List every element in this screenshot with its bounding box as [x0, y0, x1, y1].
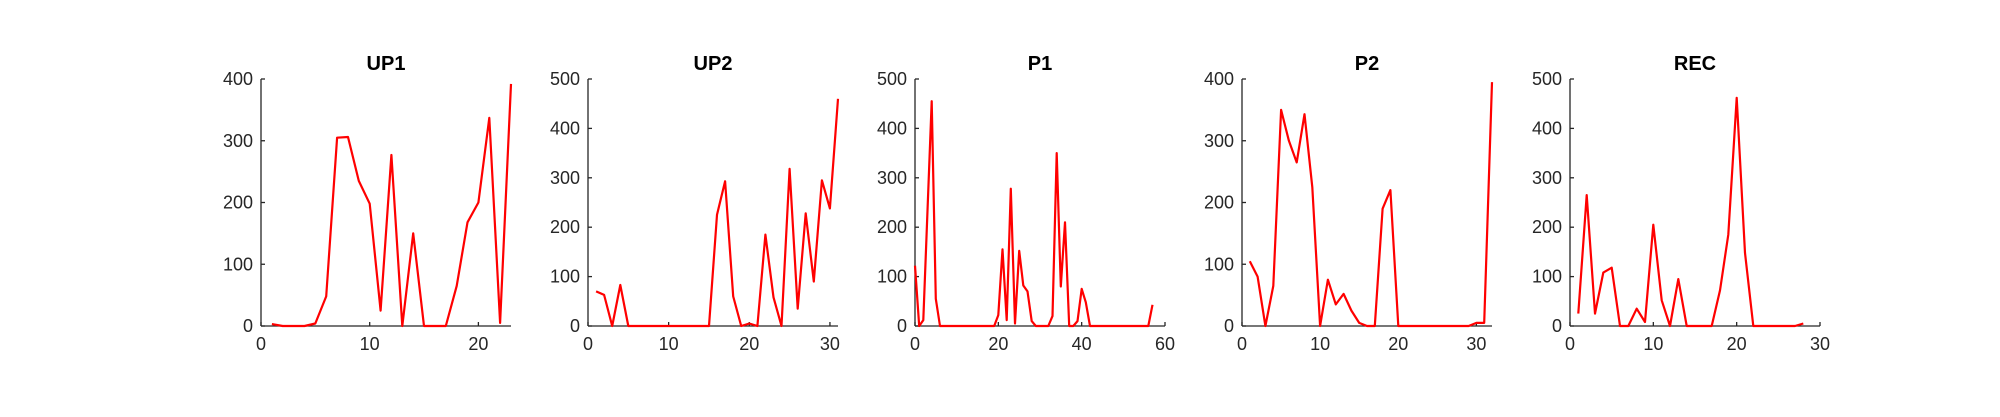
x-tick-label: 20	[1388, 334, 1408, 354]
y-tick-label: 400	[223, 69, 253, 89]
x-tick-label: 30	[1466, 334, 1486, 354]
y-tick-label: 300	[550, 168, 580, 188]
y-tick-label: 500	[877, 69, 907, 89]
chart-title: REC	[1674, 53, 1716, 75]
y-tick-label: 500	[550, 69, 580, 89]
x-tick-label: 0	[256, 334, 266, 354]
x-tick-label: 0	[583, 334, 593, 354]
y-tick-label: 100	[223, 254, 253, 274]
y-tick-label: 200	[1532, 217, 1562, 237]
y-tick-label: 300	[223, 131, 253, 151]
y-tick-label: 400	[550, 118, 580, 138]
y-tick-label: 200	[877, 217, 907, 237]
y-tick-label: 400	[1532, 118, 1562, 138]
y-tick-label: 200	[223, 193, 253, 213]
x-tick-label: 10	[360, 334, 380, 354]
y-tick-label: 100	[550, 267, 580, 287]
y-tick-label: 0	[897, 316, 907, 336]
y-tick-label: 0	[570, 316, 580, 336]
chart-title: UP1	[367, 53, 406, 75]
x-tick-label: 10	[1310, 334, 1330, 354]
y-tick-label: 500	[1532, 69, 1562, 89]
y-tick-label: 0	[243, 316, 253, 336]
y-tick-label: 100	[877, 267, 907, 287]
x-tick-label: 60	[1155, 334, 1175, 354]
x-tick-label: 10	[1643, 334, 1663, 354]
x-tick-label: 0	[910, 334, 920, 354]
series-line-0	[595, 98, 840, 328]
chart-panel-p2: P2 0 100 200 300 400 0 10 20 30	[1204, 53, 1494, 354]
y-tick-label: 0	[1224, 316, 1234, 336]
chart-panel-rec: REC 0 100 200 300 400 500 0 10 20 30	[1532, 53, 1830, 354]
x-tick-label: 20	[468, 334, 488, 354]
y-tick-label: 200	[1204, 193, 1234, 213]
chart-title: UP2	[694, 53, 733, 75]
x-tick-label: 20	[739, 334, 759, 354]
chart-panel-p1: P1 0 100 200 300 400 500 0 20 40 60	[877, 53, 1175, 354]
x-tick-label: 10	[659, 334, 679, 354]
y-tick-label: 300	[1204, 131, 1234, 151]
chart-panel-up1: UP1 0 100 200 300 400 0 10 20	[223, 53, 513, 354]
x-tick-label: 0	[1237, 334, 1247, 354]
x-tick-label: 30	[1810, 334, 1830, 354]
series-line-0	[1248, 82, 1494, 328]
x-tick-label: 40	[1072, 334, 1092, 354]
series-line-0	[271, 83, 513, 328]
y-tick-label: 400	[1204, 69, 1234, 89]
y-tick-label: 400	[877, 118, 907, 138]
series-line-0	[1577, 96, 1804, 328]
y-tick-label: 300	[877, 168, 907, 188]
x-tick-label: 0	[1565, 334, 1575, 354]
x-tick-label: 20	[1727, 334, 1747, 354]
y-tick-label: 300	[1532, 168, 1562, 188]
chart-title: P2	[1355, 53, 1379, 75]
y-tick-label: 100	[1532, 267, 1562, 287]
y-tick-label: 0	[1552, 316, 1562, 336]
y-tick-label: 100	[1204, 254, 1234, 274]
chart-title: P1	[1028, 53, 1052, 75]
x-tick-label: 30	[820, 334, 840, 354]
x-tick-label: 20	[988, 334, 1008, 354]
series-line-0	[913, 100, 1154, 328]
y-tick-label: 200	[550, 217, 580, 237]
chart-panel-up2: UP2 0 100 200 300 400 500 0 10 20 30	[550, 53, 840, 354]
